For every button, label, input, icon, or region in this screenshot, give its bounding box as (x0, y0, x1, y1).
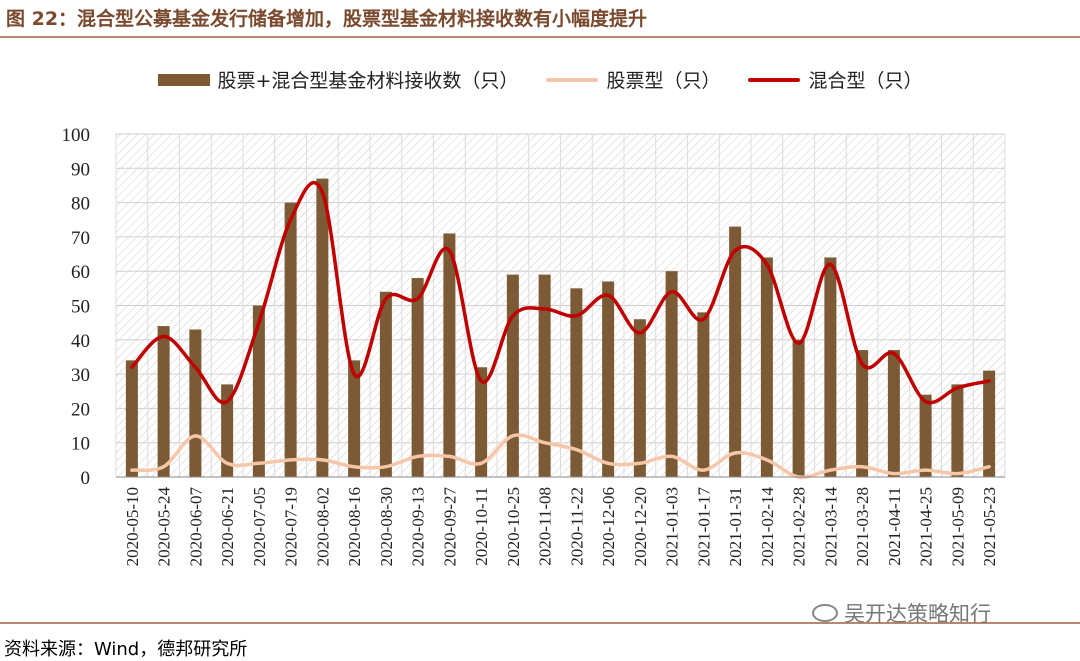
chart-canvas: 0 10 20 30 40 50 60 70 80 90 100 2020-05-10 2020-05-… (62, 125, 1006, 567)
watermark-text: 吴开达策略知行 (844, 602, 991, 626)
bar (379, 291, 392, 477)
bar (506, 274, 519, 477)
bar (760, 257, 773, 477)
footer-divider (0, 622, 1080, 624)
bar (602, 281, 615, 477)
legend-item-hybrid: 混合型（只） (748, 66, 922, 93)
bar (189, 329, 202, 477)
bar (316, 178, 329, 477)
bar (252, 305, 265, 477)
bar (125, 360, 138, 477)
bar (411, 278, 424, 477)
bar (284, 202, 297, 477)
legend-label-equity: 股票型（只） (606, 70, 721, 92)
x-tick-label: 2020-05-10 (123, 487, 142, 566)
bar (221, 384, 234, 477)
bar (443, 233, 456, 477)
x-tick-label: 2021-01-03 (663, 487, 682, 566)
x-tick-label: 2020-07-19 (282, 487, 301, 566)
wechat-icon (812, 604, 838, 622)
bar (665, 271, 678, 477)
y-tick-label: 0 (81, 468, 91, 489)
x-tick-label: 2020-06-07 (186, 487, 205, 567)
x-tick-label: 2021-05-23 (980, 487, 999, 566)
y-tick-label: 90 (71, 159, 90, 180)
y-tick-label: 100 (62, 125, 91, 146)
series-line-equity (130, 433, 991, 480)
x-tick-label: 2020-11-22 (567, 487, 586, 566)
x-tick-label: 2021-05-09 (948, 487, 967, 566)
legend-label-hybrid: 混合型（只） (808, 70, 923, 92)
legend-item-equity: 股票型（只） (546, 66, 720, 93)
x-tick-label: 2021-04-25 (917, 487, 936, 566)
x-tick-label: 2020-09-13 (409, 487, 428, 566)
bar (633, 319, 646, 477)
x-tick-label: 2021-04-11 (885, 487, 904, 566)
x-tick-label: 2020-06-21 (218, 487, 237, 566)
bar (157, 326, 170, 477)
x-tick-label: 2021-01-31 (726, 487, 745, 566)
x-tick-label: 2020-08-16 (345, 487, 364, 566)
title-divider (0, 36, 1080, 38)
bar-series (125, 178, 996, 477)
bar (538, 274, 551, 477)
bar (887, 350, 900, 477)
line-series (130, 181, 991, 480)
legend-swatch-total (157, 73, 210, 86)
x-tick-label: 2021-03-14 (821, 487, 840, 567)
figure-title: 图 22：混合型公募基金发行储备增加，股票型基金材料接收数有小幅度提升 (6, 8, 648, 30)
x-tick-label: 2020-09-27 (440, 487, 459, 567)
bar (570, 288, 583, 477)
x-tick-label: 2020-05-24 (155, 487, 174, 567)
x-tick-label: 2020-12-20 (631, 487, 650, 566)
bar (983, 370, 996, 477)
x-tick-label: 2020-10-25 (504, 487, 523, 566)
y-tick-label: 70 (71, 228, 90, 249)
bar (951, 384, 964, 477)
x-tick-label: 2020-10-11 (472, 487, 491, 566)
x-tick-label: 2021-02-14 (758, 487, 777, 567)
watermark: 吴开达策略知行 (812, 598, 991, 628)
y-tick-label: 80 (71, 194, 90, 215)
x-tick-label: 2020-08-02 (313, 487, 332, 566)
bar (697, 312, 710, 477)
y-tick-label: 50 (71, 297, 90, 318)
y-tick-label: 10 (71, 434, 90, 455)
series-line-hybrid (130, 181, 991, 405)
x-tick-label: 2021-03-28 (853, 487, 872, 566)
legend-item-total: 股票+混合型基金材料接收数（只） (157, 66, 519, 93)
x-tick-label: 2020-11-08 (536, 487, 555, 566)
x-tick-label: 2020-07-05 (250, 487, 269, 566)
legend-swatch-equity (546, 77, 599, 82)
legend-swatch-hybrid (748, 77, 801, 82)
y-tick-label: 30 (71, 365, 90, 386)
x-tick-label: 2021-01-17 (694, 487, 713, 567)
chart-legend: 股票+混合型基金材料接收数（只） 股票型（只） 混合型（只） (90, 66, 990, 93)
bar (824, 257, 837, 477)
bar (856, 350, 869, 477)
x-tick-label: 2021-02-28 (790, 487, 809, 566)
bar (792, 339, 805, 477)
bar (729, 226, 742, 477)
bar (348, 360, 361, 477)
bar (475, 367, 488, 477)
x-tick-label: 2020-08-30 (377, 487, 396, 566)
legend-label-total: 股票+混合型基金材料接收数（只） (217, 70, 519, 92)
x-tick-label: 2020-12-06 (599, 487, 618, 566)
source-note: 资料来源：Wind，德邦研究所 (4, 639, 248, 660)
axes: 0 10 20 30 40 50 60 70 80 90 100 2020-05-10 2020-05-… (62, 125, 1005, 567)
y-tick-label: 40 (71, 331, 90, 352)
y-tick-label: 20 (71, 399, 90, 420)
bar (919, 394, 932, 477)
y-tick-label: 60 (71, 262, 90, 283)
